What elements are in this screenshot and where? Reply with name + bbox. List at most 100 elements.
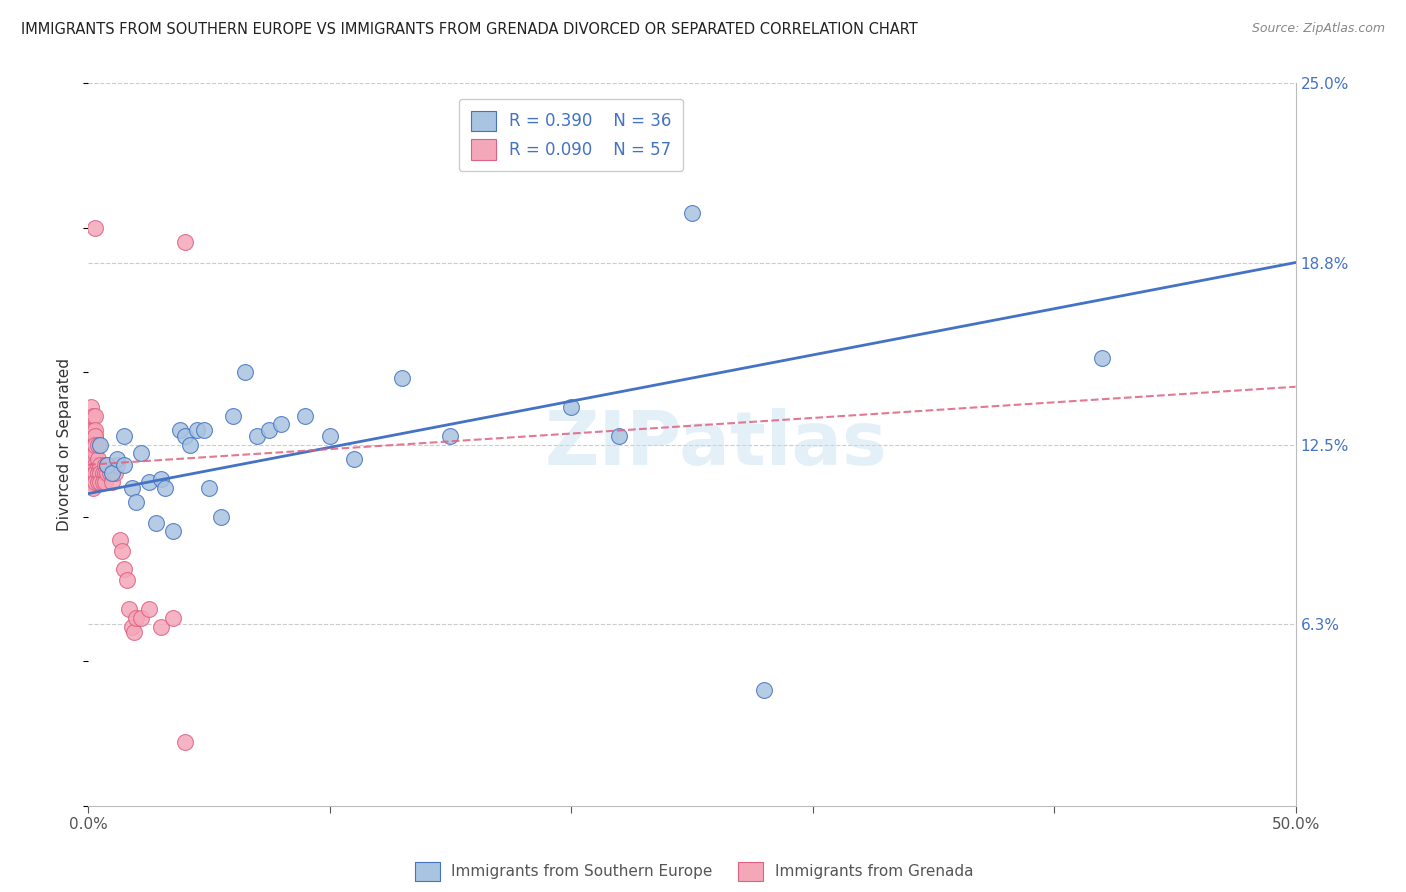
Point [84, 446, 107, 460]
Point [84, 467, 107, 481]
Point [79, 458, 101, 472]
Point [84, 475, 107, 489]
Point [91, 475, 114, 489]
Point [94, 467, 117, 481]
Point [89, 467, 111, 481]
Point [145, 516, 167, 530]
Point [84, 409, 107, 423]
Point [82, 452, 104, 467]
Point [129, 611, 152, 625]
Point [89, 458, 111, 472]
Point [82, 467, 104, 481]
Point [193, 423, 215, 437]
Point [87, 458, 110, 472]
Point [246, 429, 269, 443]
Point [96, 458, 118, 472]
Point [89, 475, 111, 489]
Point [186, 423, 208, 437]
Point [104, 467, 127, 481]
Point [138, 475, 160, 489]
Point [155, 481, 177, 495]
Point [82, 446, 104, 460]
Point [82, 458, 104, 472]
Point [96, 458, 118, 472]
Point [162, 611, 184, 625]
Text: Source: ZipAtlas.com: Source: ZipAtlas.com [1251, 22, 1385, 36]
Point [94, 458, 117, 472]
Point [84, 220, 107, 235]
Text: Immigrants from Grenada: Immigrants from Grenada [775, 864, 973, 879]
Legend: R = 0.390    N = 36, R = 0.090    N = 57: R = 0.390 N = 36, R = 0.090 N = 57 [460, 99, 683, 171]
Point [270, 417, 292, 432]
Point [87, 452, 110, 467]
Point [294, 409, 316, 423]
Point [87, 437, 110, 451]
Point [108, 533, 131, 547]
Point [118, 602, 141, 616]
Point [115, 574, 138, 588]
Point [121, 619, 143, 633]
Point [87, 467, 110, 481]
Point [391, 371, 413, 385]
Point [84, 429, 107, 443]
Point [84, 423, 107, 437]
Text: ZIPatlas: ZIPatlas [544, 408, 887, 481]
Point [754, 683, 776, 698]
Point [173, 429, 195, 443]
Point [82, 429, 104, 443]
Text: IMMIGRANTS FROM SOUTHERN EUROPE VS IMMIGRANTS FROM GRENADA DIVORCED OR SEPARATED: IMMIGRANTS FROM SOUTHERN EUROPE VS IMMIG… [21, 22, 918, 37]
Point [138, 602, 160, 616]
Point [318, 429, 340, 443]
Point [96, 467, 118, 481]
Point [149, 472, 172, 486]
Point [681, 206, 703, 220]
Point [82, 423, 104, 437]
Point [233, 365, 256, 379]
Point [89, 437, 111, 451]
Point [209, 509, 232, 524]
Point [79, 423, 101, 437]
Point [162, 524, 184, 538]
Point [105, 452, 128, 467]
Y-axis label: Divorced or Separated: Divorced or Separated [58, 358, 72, 531]
Point [125, 611, 148, 625]
Point [112, 562, 135, 576]
Point [609, 429, 631, 443]
Point [343, 452, 366, 467]
Point [149, 619, 172, 633]
Point [101, 467, 124, 481]
Point [98, 467, 121, 481]
Point [222, 409, 245, 423]
Point [79, 475, 101, 489]
Point [129, 446, 152, 460]
Point [82, 409, 104, 423]
Point [122, 625, 145, 640]
Point [560, 400, 582, 414]
Point [259, 423, 281, 437]
Point [173, 735, 195, 749]
Point [121, 481, 143, 495]
Point [82, 481, 104, 495]
Point [94, 475, 117, 489]
Point [105, 458, 128, 472]
Point [84, 458, 107, 472]
Point [169, 423, 191, 437]
Point [79, 400, 101, 414]
Point [111, 544, 134, 558]
Point [87, 475, 110, 489]
Point [91, 467, 114, 481]
Point [198, 481, 221, 495]
Point [439, 429, 461, 443]
Point [84, 437, 107, 451]
Point [179, 437, 201, 451]
Point [125, 495, 148, 509]
Point [82, 437, 104, 451]
Point [101, 475, 124, 489]
Point [84, 429, 107, 443]
Point [79, 437, 101, 451]
Point [112, 429, 135, 443]
Point [112, 458, 135, 472]
Text: Immigrants from Southern Europe: Immigrants from Southern Europe [451, 864, 713, 879]
Point [1091, 351, 1114, 365]
Point [173, 235, 195, 250]
